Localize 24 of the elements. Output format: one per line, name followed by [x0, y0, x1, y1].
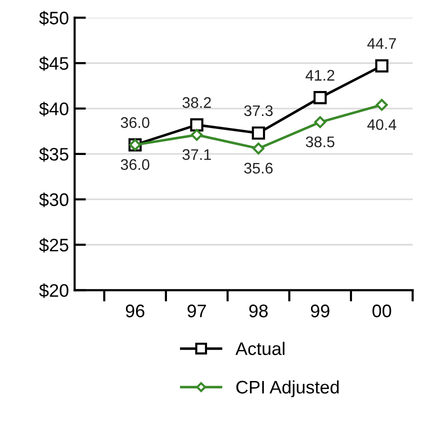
- y-tick-label: $40: [39, 102, 68, 116]
- y-tick-label: $45: [39, 56, 68, 71]
- data-label: 36.0: [120, 159, 150, 170]
- y-tick-label: $50: [39, 10, 68, 26]
- y-tick-label: $25: [39, 238, 68, 253]
- x-tick-label: 99: [310, 304, 330, 318]
- legend-label: Actual: [235, 342, 284, 356]
- x-tick-label: 96: [126, 304, 144, 318]
- data-label: 36.0: [120, 117, 150, 128]
- data-label: 38.2: [182, 97, 211, 108]
- data-label: 35.6: [244, 162, 273, 174]
- data-label: 41.2: [306, 70, 334, 81]
- y-tick-label: $20: [39, 283, 68, 298]
- data-label: 44.7: [367, 38, 396, 49]
- data-label: 37.3: [244, 105, 273, 116]
- y-tick-label: $30: [39, 192, 68, 208]
- x-tick-label: 00: [372, 304, 392, 318]
- data-label: 40.4: [367, 119, 396, 130]
- x-tick-label: 98: [249, 304, 268, 318]
- data-label: 37.1: [182, 149, 211, 160]
- x-tick-label: 97: [188, 304, 206, 318]
- data-label: 38.5: [306, 136, 334, 148]
- legend-label: CPI Adjusted: [236, 380, 339, 398]
- y-tick-label: $35: [39, 147, 68, 162]
